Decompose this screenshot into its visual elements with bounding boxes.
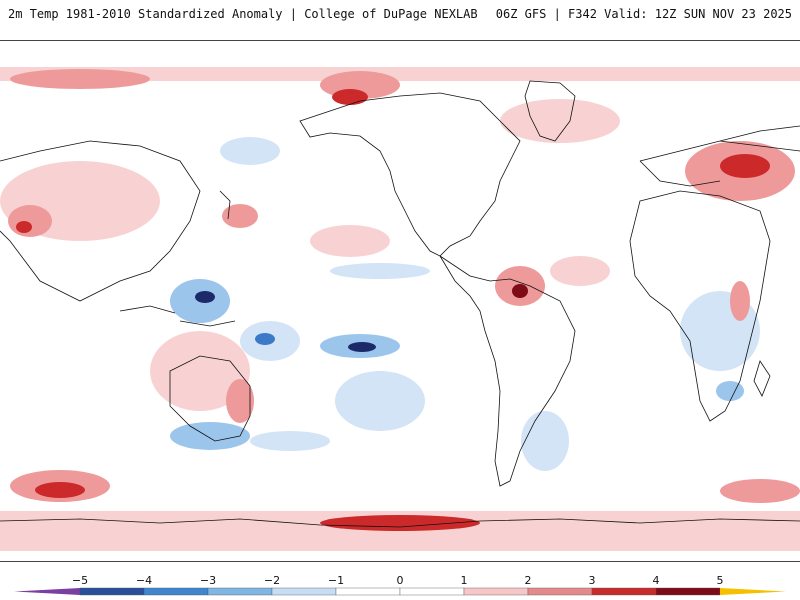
chukchi-warm-core (332, 89, 368, 105)
north-atlantic-warm (500, 99, 620, 143)
colorbar-legend: −5 −4 −3 −2 −1 0 1 2 3 4 5 (0, 572, 800, 600)
colorbar-bin (655, 587, 721, 596)
coast-asia (0, 140, 201, 302)
colorbar-bin (463, 587, 529, 596)
colorbar-tick-label: 3 (589, 574, 596, 587)
south-pacific-cool-core (255, 333, 275, 345)
atlantic-warm-patch (550, 256, 610, 286)
colorbar-tick-label: 4 (653, 574, 660, 587)
coast-africa (629, 190, 771, 422)
colorbar-bin (527, 587, 593, 596)
coast-australia (169, 355, 251, 442)
coastlines (0, 80, 800, 528)
map-header: 2m Temp 1981-2010 Standardized Anomaly |… (0, 0, 800, 28)
colorbar-bin (79, 587, 145, 596)
coast-indonesia (119, 305, 236, 327)
central-pacific-warm (310, 225, 390, 257)
coast-greenland (524, 80, 576, 142)
colorbar-tick-label: −5 (72, 574, 88, 587)
coast-antarctica (0, 518, 800, 528)
colorbar-bin (399, 587, 465, 596)
coast-asia-east (719, 125, 800, 142)
east-australia-warm (226, 379, 254, 423)
east-africa-warm (730, 281, 750, 321)
colorbar-bin (207, 587, 273, 596)
maritime-cont-cool-core (195, 291, 215, 303)
world-map (0, 40, 800, 562)
colorbar-bin (335, 587, 401, 596)
map-title: 2m Temp 1981-2010 Standardized Anomaly |… (8, 7, 478, 21)
colorbar-bin (271, 587, 337, 596)
anomaly-map-canvas (0, 67, 800, 551)
colorbar-tick-label: 0 (397, 574, 404, 587)
colorbar-tick-label: −1 (328, 574, 344, 587)
arctic-warm-band (0, 67, 800, 81)
southern-ocean-warm-core (35, 482, 85, 498)
india-warm-anomaly (8, 205, 52, 237)
southern-pacific-cool-band (250, 431, 330, 451)
colorbar-bin (143, 587, 209, 596)
antarctic-warm-core (320, 515, 480, 531)
colorbar-tick-label: −4 (136, 574, 152, 587)
colorbar-min-arrow (14, 588, 80, 595)
argentina-cool (521, 411, 569, 471)
north-pacific-cool (220, 137, 280, 165)
coast-madagascar (753, 360, 771, 397)
venezuela-warm-core (512, 284, 528, 298)
colorbar-tick-label: 5 (717, 574, 724, 587)
coast-south-america (439, 255, 576, 487)
weddell-warm (720, 479, 800, 503)
colorbar-tick-label: −2 (264, 574, 280, 587)
colorbar-tick-label: −3 (200, 574, 216, 587)
model-valid-time: 06Z GFS | F342 Valid: 12Z SUN NOV 23 202… (495, 7, 792, 21)
anomaly-shading (0, 67, 800, 551)
coast-japan (219, 190, 231, 220)
se-africa-cool (716, 381, 744, 401)
russia-warm-core (720, 154, 770, 178)
colorbar-bin (591, 587, 657, 596)
se-pacific-cool (335, 371, 425, 431)
spcz-cool-core (348, 342, 376, 352)
australia-warm (150, 331, 250, 411)
equatorial-pacific-cool (330, 263, 430, 279)
pacific-warm-patch (222, 204, 258, 228)
colorbar-tick-label: 2 (525, 574, 532, 587)
southern-indian-cool (170, 422, 250, 450)
coast-north-america (299, 92, 521, 257)
arctic-warm-anomaly (10, 69, 150, 89)
india-warm-core (16, 221, 32, 233)
colorbar-max-arrow (720, 588, 786, 595)
colorbar-tick-label: 1 (461, 574, 468, 587)
